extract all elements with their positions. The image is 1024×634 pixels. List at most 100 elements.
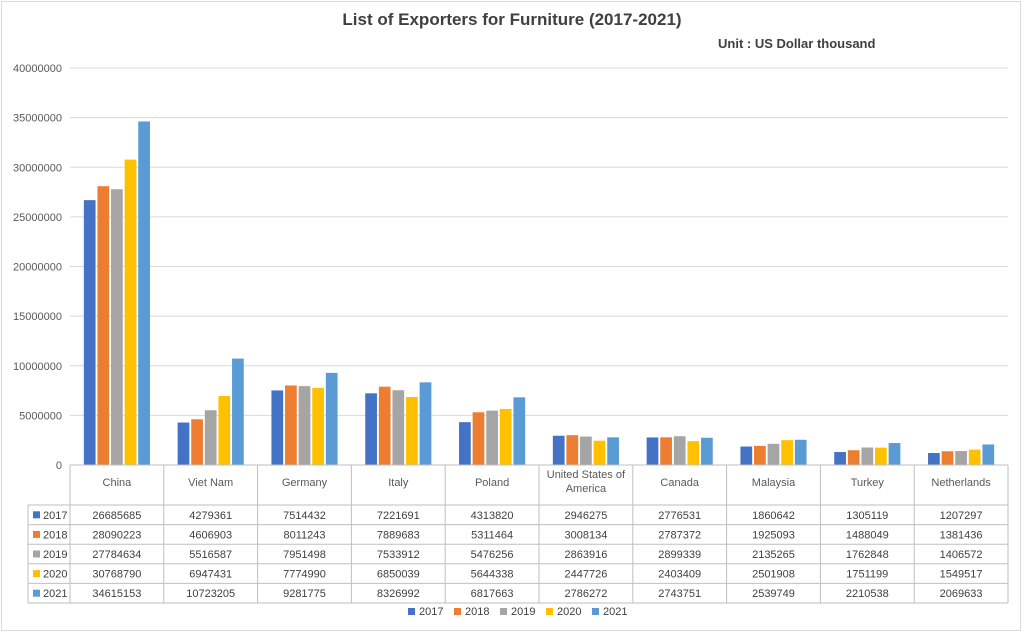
data-label: 5644338: [471, 569, 514, 581]
bar-2018-8: [847, 450, 860, 465]
row-legend-key: [33, 530, 40, 538]
data-label: 7514432: [283, 510, 326, 522]
bar-2019-7: [767, 443, 780, 465]
bar-2021-5: [607, 437, 619, 465]
bar-2021-2: [325, 372, 338, 465]
bar-2018-3: [378, 386, 391, 465]
data-label: 2069633: [940, 588, 983, 600]
data-label: 26685685: [92, 510, 141, 522]
bar-2018-7: [754, 445, 766, 465]
data-label: 4279361: [189, 510, 232, 522]
bar-2018-6: [660, 437, 672, 465]
data-label: 6947431: [189, 569, 232, 581]
y-tick-label: 15000000: [13, 311, 62, 323]
category-label: United States of: [547, 469, 626, 481]
bar-2017-8: [834, 452, 846, 465]
data-label: 2539749: [752, 588, 795, 600]
bar-2020-6: [687, 441, 700, 465]
bar-2017-6: [646, 437, 659, 465]
data-label: 1305119: [846, 510, 888, 522]
data-label: 2743751: [658, 588, 701, 600]
data-label: 6850039: [377, 569, 420, 581]
data-label: 1406572: [940, 549, 983, 561]
y-tick-label: 10000000: [13, 361, 62, 373]
row-legend-key: [33, 550, 40, 558]
bar-2021-6: [701, 437, 713, 465]
row-label: 2021: [43, 588, 67, 600]
data-label: 7951498: [283, 549, 326, 561]
bar-2019-8: [861, 447, 874, 465]
bar-2017-5: [552, 435, 565, 465]
data-label: 2776531: [658, 510, 701, 522]
bar-2018-5: [566, 435, 579, 465]
bar-2017-3: [365, 393, 377, 465]
data-label: 2863916: [564, 549, 607, 561]
category-label: Poland: [475, 477, 509, 489]
bar-2020-3: [406, 397, 418, 465]
data-label: 3008134: [564, 529, 607, 541]
legend-label: 2019: [511, 606, 535, 618]
legend-key-2019: [500, 608, 507, 615]
data-label: 9281775: [283, 588, 326, 600]
bar-2021-7: [794, 439, 807, 465]
data-label: 30768790: [92, 569, 141, 581]
legend-label: 2021: [603, 606, 627, 618]
bar-2020-8: [875, 447, 887, 465]
data-label: 27784634: [92, 549, 141, 561]
bar-2019-4: [486, 410, 498, 465]
data-label: 4606903: [189, 529, 232, 541]
data-label: 6817663: [471, 588, 514, 600]
legend-key-2020: [546, 608, 553, 615]
data-label: 1549517: [940, 569, 983, 581]
data-label: 8326992: [377, 588, 420, 600]
data-label: 34615153: [92, 588, 141, 600]
bar-2020-7: [781, 440, 793, 465]
data-label: 1488049: [846, 529, 889, 541]
bar-2018-9: [941, 451, 954, 465]
legend-key-2018: [454, 608, 461, 615]
data-label: 8011243: [283, 529, 325, 541]
category-label: Malaysia: [752, 477, 796, 489]
bar-2020-1: [218, 396, 231, 465]
bar-2021-1: [232, 358, 244, 465]
category-label: Germany: [282, 477, 328, 489]
row-label: 2020: [43, 569, 67, 581]
bar-2019-1: [204, 410, 217, 465]
y-tick-label: 30000000: [13, 162, 62, 174]
bar-2019-2: [298, 386, 311, 465]
bar-2021-0: [138, 121, 150, 465]
data-label: 5516587: [189, 549, 232, 561]
data-label: 1762848: [846, 549, 889, 561]
bar-2019-0: [111, 189, 123, 466]
legend-label: 2018: [465, 606, 489, 618]
y-tick-label: 0: [56, 460, 62, 472]
bar-2017-1: [177, 422, 190, 465]
bar-2017-7: [740, 446, 753, 465]
bar-2017-2: [271, 390, 284, 465]
y-tick-label: 20000000: [13, 262, 62, 274]
row-legend-key: [33, 589, 40, 597]
bar-2020-5: [593, 440, 606, 465]
row-legend-key: [33, 511, 40, 519]
data-label: 1751199: [846, 569, 888, 581]
data-label: 2786272: [564, 588, 607, 600]
category-label: Canada: [660, 477, 699, 489]
bar-2017-4: [459, 422, 471, 465]
y-tick-label: 35000000: [13, 113, 62, 125]
bar-2018-1: [191, 419, 203, 465]
category-label: Turkey: [851, 477, 885, 489]
row-label: 2018: [43, 529, 67, 541]
legend-label: 2020: [557, 606, 581, 618]
data-label: 4313820: [471, 510, 514, 522]
data-label: 1381436: [940, 529, 983, 541]
data-label: 28090223: [92, 529, 141, 541]
data-label: 7533912: [377, 549, 420, 561]
data-label: 7774990: [283, 569, 326, 581]
bar-2020-0: [124, 159, 137, 466]
data-label: 2787372: [658, 529, 701, 541]
category-label: Viet Nam: [188, 477, 233, 489]
bar-2017-0: [83, 200, 96, 465]
bar-2019-9: [955, 451, 967, 465]
